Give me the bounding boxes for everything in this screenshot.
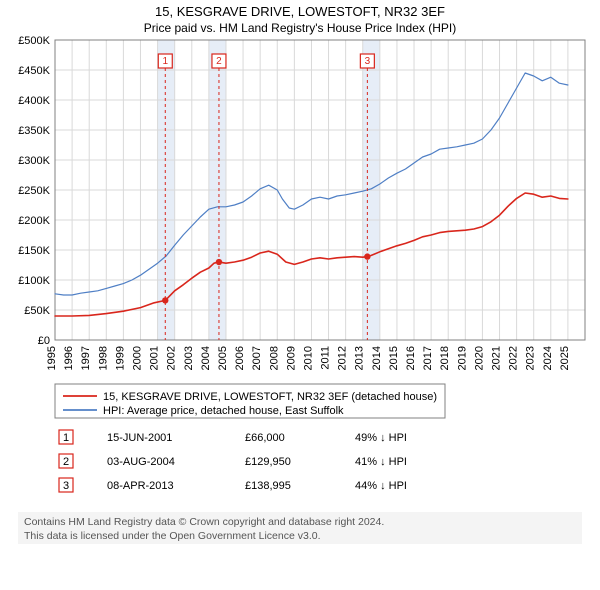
- sale-row-number: 2: [63, 456, 69, 468]
- y-axis-label: £300K: [18, 155, 50, 167]
- sale-row: 3 08-APR-2013 £138,995 44% ↓ HPI: [59, 478, 407, 492]
- chart-title: 15, KESGRAVE DRIVE, LOWESTOFT, NR32 3EF: [155, 4, 445, 19]
- x-axis-label: 2010: [302, 346, 314, 370]
- x-axis-label: 1998: [97, 346, 109, 370]
- y-axis-label: £150K: [18, 245, 50, 257]
- x-axis-label: 2003: [183, 346, 195, 370]
- x-axis-label: 1995: [46, 346, 58, 370]
- y-axis-label: £400K: [18, 95, 50, 107]
- sale-row-hpi: 44% ↓ HPI: [355, 480, 407, 492]
- sale-row-date: 15-JUN-2001: [107, 432, 172, 444]
- x-axis-label: 2023: [525, 346, 537, 370]
- sale-row: 2 03-AUG-2004 £129,950 41% ↓ HPI: [59, 454, 407, 468]
- sale-row-number: 1: [63, 432, 69, 444]
- x-axis-label: 2005: [217, 346, 229, 370]
- legend-property-label: 15, KESGRAVE DRIVE, LOWESTOFT, NR32 3EF …: [103, 391, 437, 403]
- footer-line2: This data is licensed under the Open Gov…: [24, 530, 321, 542]
- sales-table: 1 15-JUN-2001 £66,000 49% ↓ HPI 2 03-AUG-2004…: [59, 430, 407, 492]
- x-axis-label: 2004: [200, 346, 212, 370]
- y-axis-label: £0: [38, 335, 50, 347]
- x-axis-label: 2025: [559, 346, 571, 370]
- sale-row: 1 15-JUN-2001 £66,000 49% ↓ HPI: [59, 430, 407, 444]
- x-axis-label: 1999: [114, 346, 126, 370]
- legend-hpi-label: HPI: Average price, detached house, East…: [103, 405, 344, 417]
- x-axis-label: 2017: [422, 346, 434, 370]
- sale-marker-number: 2: [216, 56, 222, 67]
- sale-row-price: £138,995: [245, 480, 291, 492]
- y-axis-label: £450K: [18, 65, 50, 77]
- sale-row-date: 08-APR-2013: [107, 480, 174, 492]
- footer: Contains HM Land Registry data © Crown c…: [18, 512, 582, 544]
- x-axis-label: 2008: [268, 346, 280, 370]
- plot-area: £0 £50K £100K £150K £200K £250K £300K £350K £400…: [18, 35, 585, 370]
- x-axis-label: 1997: [80, 346, 92, 370]
- x-axis-label: 2001: [149, 346, 161, 370]
- x-axis-label: 2022: [508, 346, 520, 370]
- price-chart-container: 15, KESGRAVE DRIVE, LOWESTOFT, NR32 3EF …: [0, 0, 600, 590]
- x-axis-label: 2013: [354, 346, 366, 370]
- x-axis-label: 2015: [388, 346, 400, 370]
- chart-subtitle: Price paid vs. HM Land Registry's House …: [144, 21, 456, 35]
- x-axis-label: 2007: [251, 346, 263, 370]
- x-axis-label: 2006: [234, 346, 246, 370]
- sale-row-price: £129,950: [245, 456, 291, 468]
- chart-svg: 15, KESGRAVE DRIVE, LOWESTOFT, NR32 3EF …: [0, 0, 600, 590]
- x-axis-label: 2009: [285, 346, 297, 370]
- x-axis-label: 2012: [337, 346, 349, 370]
- y-axis-label: £100K: [18, 275, 50, 287]
- sale-row-hpi: 49% ↓ HPI: [355, 432, 407, 444]
- x-axis-label: 2018: [439, 346, 451, 370]
- x-axis-label: 2024: [542, 346, 554, 370]
- y-axis-label: £500K: [18, 35, 50, 47]
- x-axis-label: 2019: [456, 346, 468, 370]
- x-axis-label: 2014: [371, 346, 383, 370]
- legend: 15, KESGRAVE DRIVE, LOWESTOFT, NR32 3EF …: [55, 384, 445, 418]
- x-axis-label: 2016: [405, 346, 417, 370]
- sale-row-hpi: 41% ↓ HPI: [355, 456, 407, 468]
- x-axis-label: 2002: [166, 346, 178, 370]
- footer-line1: Contains HM Land Registry data © Crown c…: [24, 516, 384, 528]
- x-axis-label: 1996: [63, 346, 75, 370]
- y-axis-label: £250K: [18, 185, 50, 197]
- y-axis-label: £50K: [24, 305, 50, 317]
- x-axis-label: 2000: [131, 346, 143, 370]
- sale-marker-number: 1: [162, 56, 168, 67]
- y-axis-label: £200K: [18, 215, 50, 227]
- y-axis-label: £350K: [18, 125, 50, 137]
- sale-row-price: £66,000: [245, 432, 285, 444]
- x-axis-label: 2011: [320, 346, 332, 370]
- sale-marker-number: 3: [365, 56, 371, 67]
- x-axis-label: 2020: [473, 346, 485, 370]
- sale-row-number: 3: [63, 480, 69, 492]
- sale-row-date: 03-AUG-2004: [107, 456, 175, 468]
- x-axis-label: 2021: [491, 346, 503, 370]
